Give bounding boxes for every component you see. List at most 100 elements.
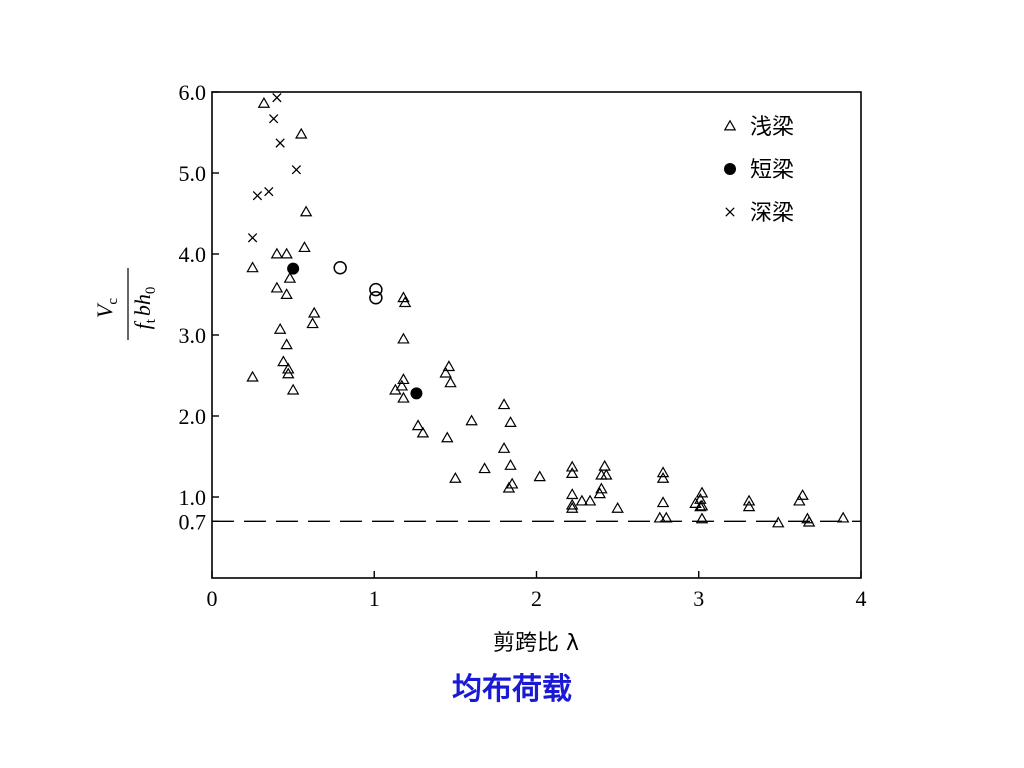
x-tick-label: 1 xyxy=(369,586,380,611)
triangle-open-point xyxy=(441,431,454,443)
triangle-open-point xyxy=(598,459,611,471)
triangle-open-point xyxy=(270,247,284,259)
y-tick-label: 6.0 xyxy=(179,80,207,105)
triangle-open-point xyxy=(307,306,321,318)
triangle-open-point xyxy=(273,322,287,334)
triangle-open-point xyxy=(565,501,579,513)
chart-caption: 均布荷载 xyxy=(452,672,572,707)
triangle-open-point xyxy=(656,466,670,478)
y-title-f: f xyxy=(130,320,155,329)
triangle-open-point xyxy=(695,486,709,498)
triangle-open-point xyxy=(796,488,809,500)
triangle-open-point xyxy=(533,470,546,482)
triangle-open-point xyxy=(478,462,491,474)
triangle-open-point xyxy=(286,383,300,395)
triangle-open-point xyxy=(611,501,624,513)
y-title-h: h xyxy=(130,294,155,305)
triangle-open-point xyxy=(397,291,410,303)
legend-marker xyxy=(724,163,736,175)
triangle-open-point xyxy=(398,296,412,308)
triangle-open-point xyxy=(395,379,409,391)
triangle-open-point xyxy=(502,481,516,493)
cross-point xyxy=(264,186,274,197)
cross-point xyxy=(252,191,263,201)
y-title-t: t xyxy=(143,318,159,323)
axes: 0 1 2 3 4 6.0 5.0 4.0 3.0 2.0 1.00.7 xyxy=(179,80,867,611)
triangle-open-point xyxy=(277,355,290,367)
triangle-open-point xyxy=(282,367,295,379)
triangle-open-point xyxy=(397,332,410,344)
triangle-open-point xyxy=(298,241,311,253)
triangle-open-point xyxy=(397,391,410,403)
triangle-open-point xyxy=(442,360,456,372)
triangle-open-point xyxy=(280,288,293,299)
cross-point xyxy=(275,138,285,148)
triangle-open-point xyxy=(695,512,709,524)
cross-point xyxy=(247,233,258,243)
triangle-open-point xyxy=(295,127,308,139)
y-tick-label: 1.0 xyxy=(179,485,207,510)
triangle-open-point xyxy=(595,482,608,494)
triangle-open-point xyxy=(246,261,259,273)
triangle-open-point xyxy=(497,441,511,453)
triangle-open-point xyxy=(802,515,816,527)
triangle-open-point xyxy=(695,499,709,511)
triangle-open-point xyxy=(600,468,613,480)
circle-open-point xyxy=(369,282,383,297)
triangle-open-point xyxy=(583,494,597,506)
cross-point xyxy=(291,165,302,175)
triangle-open-point xyxy=(306,317,319,329)
triangle-open-point xyxy=(416,426,430,438)
triangle-open-point xyxy=(565,488,579,500)
triangle-open-point xyxy=(660,511,673,523)
x-tick-label: 2 xyxy=(531,586,542,611)
triangle-open-point xyxy=(497,398,511,410)
y-title-b: b xyxy=(130,305,155,316)
y-tick-label: 0.7 xyxy=(179,509,207,534)
x-tick-label: 3 xyxy=(693,586,704,611)
triangle-open-point xyxy=(504,459,517,470)
triangle-open-point xyxy=(742,500,756,512)
triangle-open-point xyxy=(465,414,478,426)
triangle-open-point xyxy=(504,416,517,427)
triangle-open-point xyxy=(449,471,462,483)
circle-filled-point xyxy=(410,387,423,400)
triangle-open-point xyxy=(257,96,271,108)
triangle-open-point xyxy=(389,383,402,395)
circle-open-point xyxy=(333,261,347,275)
y-title-c: c xyxy=(105,298,121,305)
triangle-open-point xyxy=(439,366,452,378)
triangle-open-point xyxy=(270,281,284,293)
y-axis-title: Vc ftbh0 xyxy=(92,268,159,340)
triangle-open-point xyxy=(565,467,579,479)
triangle-open-point xyxy=(656,496,670,508)
y-tick-label: 5.0 xyxy=(179,161,207,186)
x-axis-title: 剪跨比 λ xyxy=(493,631,579,656)
svg-text:Vc: Vc xyxy=(92,298,121,318)
cross-point xyxy=(272,93,282,103)
triangle-open-point xyxy=(397,373,410,385)
legend-marker xyxy=(725,207,735,217)
triangle-open-point xyxy=(411,419,425,431)
triangle-open-point xyxy=(575,494,589,506)
triangle-open-point xyxy=(694,500,707,512)
triangle-open-point xyxy=(280,338,293,350)
triangle-open-point xyxy=(793,494,806,506)
triangle-open-point xyxy=(280,247,293,259)
triangle-open-point xyxy=(653,511,667,523)
triangle-open-point xyxy=(299,205,313,217)
triangle-open-point xyxy=(565,498,579,510)
triangle-open-point xyxy=(282,362,295,374)
y-title-0: 0 xyxy=(143,287,159,295)
legend-label: 短梁 xyxy=(750,158,794,183)
cross-point xyxy=(268,114,279,124)
legend-marker xyxy=(723,119,737,131)
triangle-open-point xyxy=(246,370,259,382)
circle-open-point xyxy=(369,290,383,305)
y-title-v: V xyxy=(92,302,117,318)
x-tick-label: 4 xyxy=(856,586,867,611)
legend-label: 浅梁 xyxy=(750,115,794,140)
legend-label: 深梁 xyxy=(750,201,794,226)
